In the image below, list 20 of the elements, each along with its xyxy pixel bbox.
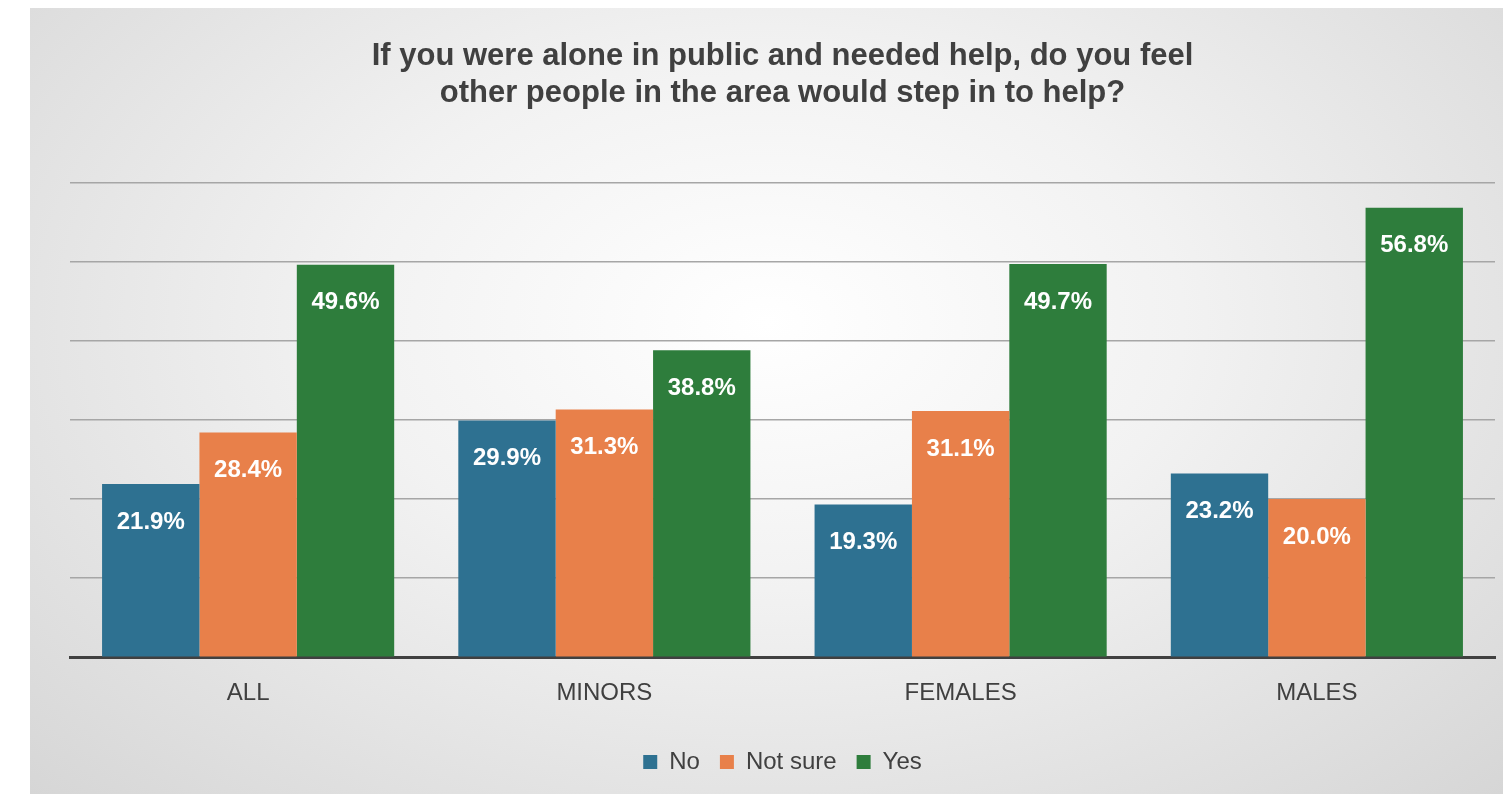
data-label: 49.6% bbox=[311, 287, 380, 315]
x-tick-label: ALL bbox=[226, 678, 270, 706]
legend-label: No bbox=[669, 746, 700, 774]
data-label: 21.9% bbox=[116, 506, 185, 534]
x-tick-label: MINORS bbox=[556, 678, 653, 706]
legend-label: Yes bbox=[882, 746, 922, 774]
data-label: 29.9% bbox=[472, 443, 542, 471]
x-tick-label: FEMALES bbox=[904, 678, 1017, 706]
data-label: 38.8% bbox=[667, 372, 736, 400]
data-label: 28.4% bbox=[214, 455, 283, 483]
data-label: 23.2% bbox=[1185, 496, 1254, 524]
chart-title: If you were alone in public and needed help, do you feel other people in the area would step in to help? bbox=[371, 37, 1194, 110]
data-label: 56.8% bbox=[1380, 230, 1449, 258]
data-label: 19.3% bbox=[829, 527, 898, 555]
data-label: 49.7% bbox=[1023, 286, 1093, 314]
data-label: 31.3% bbox=[570, 432, 639, 460]
x-tick-label: MALES bbox=[1276, 678, 1358, 706]
data-label: 20.0% bbox=[1282, 521, 1351, 549]
data-label: 31.1% bbox=[926, 433, 995, 461]
legend-label: Not sure bbox=[745, 746, 837, 774]
